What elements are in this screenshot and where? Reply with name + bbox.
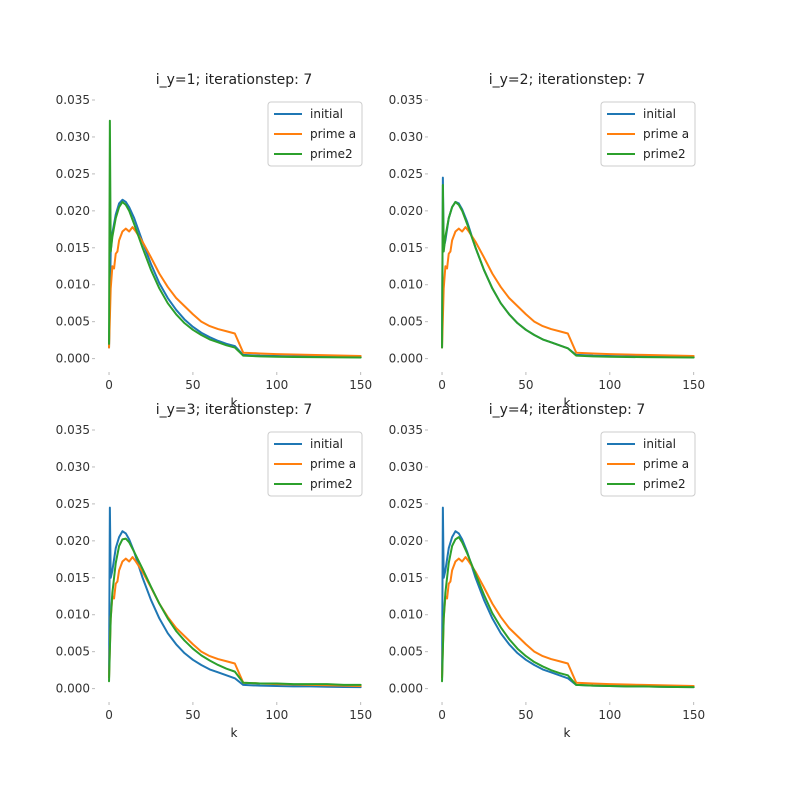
- subplot-title: i_y=3; iterationstep: 7: [156, 402, 312, 418]
- y-tick-label: 0.000: [56, 682, 90, 696]
- y-tick-label: 0.000: [389, 682, 423, 696]
- subplot-grid: i_y=1; iterationstep: 7 0.000 0.005 0.010 0.…: [56, 72, 705, 740]
- y-tick-label: 0.030: [389, 130, 423, 144]
- series-line-prime2: [108, 537, 362, 686]
- legend-entry: prime2: [310, 477, 353, 491]
- y-tick-label: 0.010: [389, 608, 423, 622]
- y-tick-label: 0.035: [56, 93, 90, 107]
- x-axis-label: k: [231, 726, 238, 740]
- legend-entry: prime a: [310, 457, 356, 471]
- x-axis-label: k: [564, 396, 571, 410]
- y-tick-label: 0.010: [389, 278, 423, 292]
- y-tick-label: 0.020: [389, 534, 423, 548]
- subplot-4: i_y=4; iterationstep: 7 0.000 0.005 0.010 0.…: [389, 402, 705, 740]
- series-line-prime2: [108, 119, 362, 359]
- x-tick-label: 150: [682, 378, 705, 392]
- subplot-3: i_y=3; iterationstep: 7 0.000 0.005 0.010 0.…: [56, 402, 372, 740]
- x-tick-label: 100: [598, 708, 621, 722]
- y-tick-label: 0.035: [56, 423, 90, 437]
- x-tick-label: 0: [438, 708, 446, 722]
- series-line-prime-a: [108, 226, 362, 358]
- y-tick-label: 0.010: [56, 278, 90, 292]
- x-tick-label: 100: [265, 378, 288, 392]
- legend-frame: [267, 101, 363, 167]
- subplot-2: i_y=2; iterationstep: 7 0.000 0.005 0.010 0.…: [389, 72, 705, 410]
- x-tick-label: 0: [105, 708, 113, 722]
- y-tick-label: 0.005: [389, 645, 423, 659]
- legend-frame: [600, 101, 696, 167]
- series-line-prime2: [441, 183, 695, 359]
- y-tick-label: 0.015: [389, 241, 423, 255]
- legend: initial prime a prime2: [600, 101, 696, 167]
- y-tick-label: 0.020: [56, 204, 90, 218]
- legend-entry: prime2: [643, 147, 686, 161]
- x-tick-label: 50: [185, 378, 200, 392]
- x-tick-label: 150: [349, 378, 372, 392]
- series-line-initial: [108, 506, 362, 689]
- y-tick-label: 0.030: [389, 460, 423, 474]
- legend: initial prime a prime2: [600, 431, 696, 497]
- x-tick-label: 100: [265, 708, 288, 722]
- series-line-prime-a: [441, 226, 695, 358]
- x-tick-label: 50: [185, 708, 200, 722]
- legend-entry: prime2: [310, 147, 353, 161]
- y-tick-label: 0.025: [389, 497, 423, 511]
- y-tick-label: 0.015: [389, 571, 423, 585]
- x-tick-label: 50: [518, 378, 533, 392]
- legend-entry: initial: [643, 107, 676, 121]
- y-tick-label: 0.025: [56, 167, 90, 181]
- y-tick-label: 0.025: [56, 497, 90, 511]
- subplot-title: i_y=4; iterationstep: 7: [489, 402, 645, 418]
- legend-entry: initial: [643, 437, 676, 451]
- y-tick-label: 0.025: [389, 167, 423, 181]
- x-axis-label: k: [564, 726, 571, 740]
- x-tick-label: 0: [105, 378, 113, 392]
- x-tick-label: 150: [349, 708, 372, 722]
- legend-frame: [600, 431, 696, 497]
- x-tick-label: 100: [598, 378, 621, 392]
- y-tick-label: 0.030: [56, 460, 90, 474]
- y-tick-label: 0.035: [389, 93, 423, 107]
- series-line-prime-a: [441, 556, 695, 688]
- legend-entry: prime a: [310, 127, 356, 141]
- legend: initial prime a prime2: [267, 431, 363, 497]
- subplot-1: i_y=1; iterationstep: 7 0.000 0.005 0.010 0.…: [56, 72, 372, 410]
- y-tick-label: 0.005: [56, 645, 90, 659]
- y-tick-label: 0.005: [56, 315, 90, 329]
- y-tick-label: 0.020: [389, 204, 423, 218]
- y-tick-label: 0.005: [389, 315, 423, 329]
- y-tick-label: 0.000: [56, 352, 90, 366]
- legend-entry: prime a: [643, 457, 689, 471]
- y-tick-label: 0.020: [56, 534, 90, 548]
- subplot-title: i_y=1; iterationstep: 7: [156, 72, 312, 88]
- subplot-title: i_y=2; iterationstep: 7: [489, 72, 645, 88]
- legend-entry: initial: [310, 107, 343, 121]
- x-tick-label: 150: [682, 708, 705, 722]
- x-tick-label: 50: [518, 708, 533, 722]
- y-tick-label: 0.000: [389, 352, 423, 366]
- y-tick-label: 0.010: [56, 608, 90, 622]
- legend-frame: [267, 431, 363, 497]
- y-tick-label: 0.015: [56, 571, 90, 585]
- x-axis-label: k: [231, 396, 238, 410]
- y-tick-label: 0.030: [56, 130, 90, 144]
- series-line-prime2: [441, 536, 695, 689]
- legend-entry: prime2: [643, 477, 686, 491]
- y-tick-label: 0.015: [56, 241, 90, 255]
- legend: initial prime a prime2: [267, 101, 363, 167]
- y-tick-label: 0.035: [389, 423, 423, 437]
- legend-entry: prime a: [643, 127, 689, 141]
- x-tick-label: 0: [438, 378, 446, 392]
- legend-entry: initial: [310, 437, 343, 451]
